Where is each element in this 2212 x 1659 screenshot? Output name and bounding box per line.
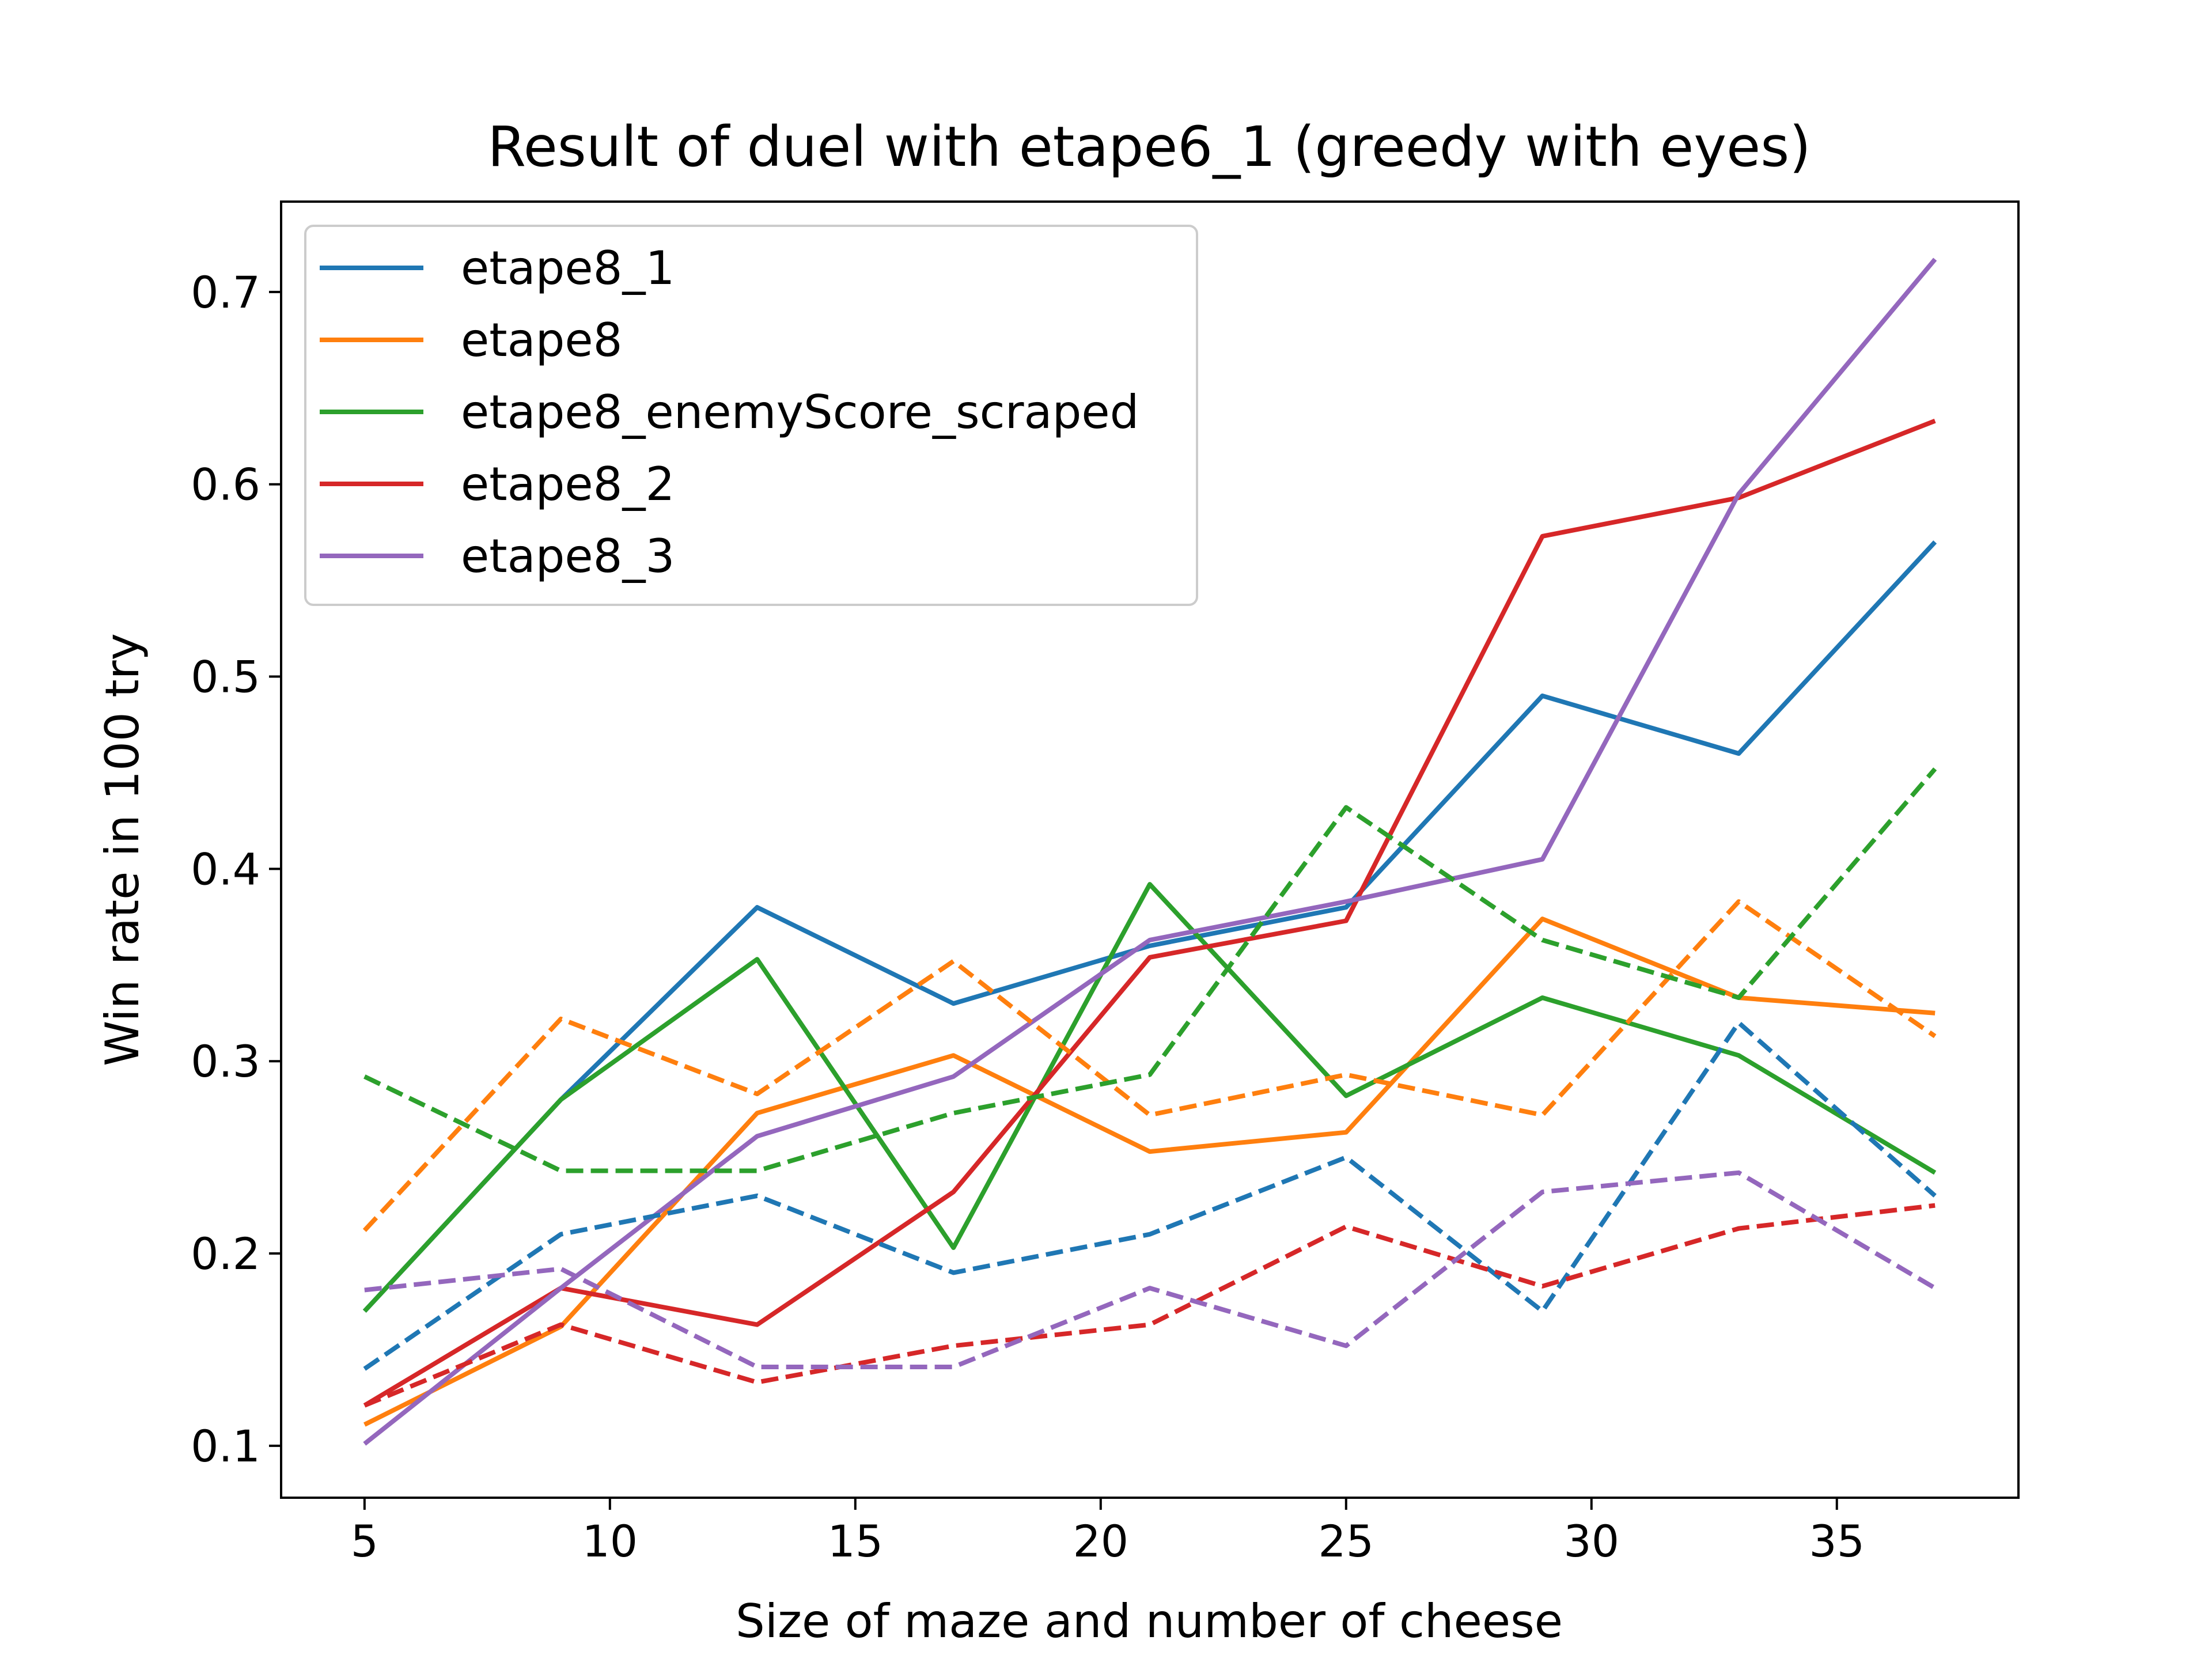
series-line-etape8-1 bbox=[362, 540, 1937, 1313]
chart-title: Result of duel with etape6_1 (greedy wit… bbox=[487, 115, 1810, 179]
x-tick-label-35: 35 bbox=[1809, 1516, 1865, 1567]
x-tick-label-15: 15 bbox=[827, 1516, 883, 1567]
legend-label-etape8-1: etape8_1 bbox=[461, 241, 675, 295]
x-tick-label-30: 30 bbox=[1563, 1516, 1619, 1567]
series-line-etape8-2 bbox=[363, 418, 1936, 1408]
series-line-etape8-3 bbox=[363, 257, 1937, 1446]
y-tick-label-0-5: 0.5 bbox=[191, 652, 260, 703]
x-tick-label-5: 5 bbox=[351, 1516, 378, 1567]
x-tick-label-25: 25 bbox=[1318, 1516, 1374, 1567]
y-tick-label-0-6: 0.6 bbox=[191, 459, 260, 510]
legend: etape8_1 etape8 etape8_enemyScore_scrapede… bbox=[304, 225, 1198, 606]
x-tick-label-20: 20 bbox=[1073, 1516, 1128, 1567]
series-line-etape8 bbox=[363, 916, 1936, 1427]
x-tick-label-10: 10 bbox=[582, 1516, 638, 1567]
legend-box bbox=[304, 225, 1198, 606]
y-tick-label-0-4: 0.4 bbox=[191, 843, 260, 895]
plot-area-frame bbox=[280, 200, 2020, 1499]
y-tick-label-0-1: 0.1 bbox=[191, 1421, 260, 1472]
series-line-series-7-dashed bbox=[362, 899, 1937, 1232]
legend-label-etape8-2: etape8_2 bbox=[461, 457, 675, 511]
y-tick-label-0-3: 0.3 bbox=[191, 1036, 260, 1087]
series-line-etape8-enemyscore-scraped bbox=[362, 882, 1937, 1313]
y-tick-label-0-7: 0.7 bbox=[191, 267, 260, 318]
legend-label-etape8-3: etape8_3 bbox=[461, 529, 675, 583]
y-axis-label: Win rate in 100 try bbox=[96, 633, 149, 1066]
x-axis: 5 10 15 20 25 30 35 bbox=[351, 1498, 1865, 1567]
series-line-series-9-dashed bbox=[363, 1203, 1936, 1408]
y-axis: 0.1 0.2 0.3 0.4 0.5 0.6 0.7 bbox=[191, 267, 281, 1472]
series-layer bbox=[362, 257, 1937, 1446]
series-line-series-8-dashed bbox=[363, 767, 1937, 1173]
legend-label-etape8-enemyscore-scraped: etape8_enemyScore_scraped bbox=[461, 385, 1139, 439]
y-tick-label-0-2: 0.2 bbox=[191, 1228, 260, 1279]
x-axis-label: Size of maze and number of cheese bbox=[736, 1594, 1563, 1648]
legend-label-etape8: etape8 bbox=[461, 313, 623, 367]
series-line-series-10-dashed bbox=[364, 1170, 1937, 1369]
series-line-series-6-dashed bbox=[363, 1020, 1937, 1371]
